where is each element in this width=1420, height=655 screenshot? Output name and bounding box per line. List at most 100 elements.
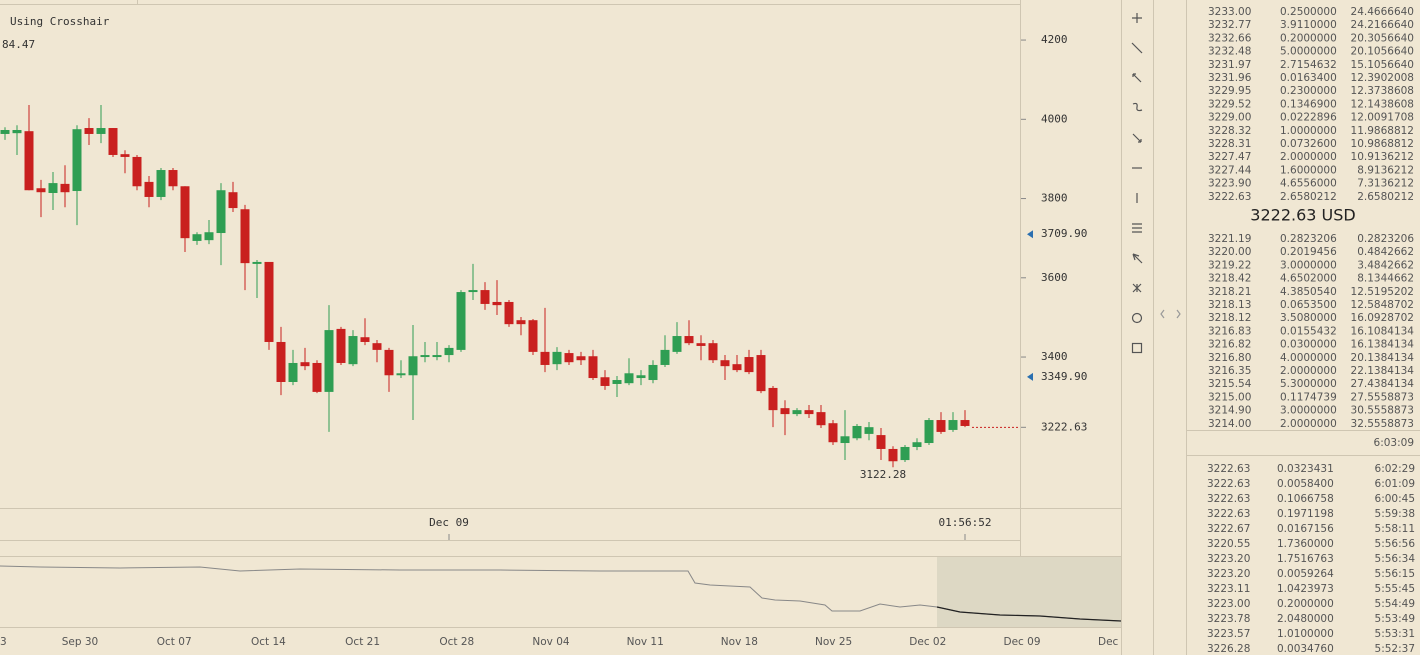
trade-amount: 0.0323431 bbox=[1277, 463, 1334, 475]
bids-total: 3.4842662 bbox=[1357, 259, 1414, 271]
rectangle-tool[interactable] bbox=[1131, 342, 1143, 354]
navigator-line-selected bbox=[936, 606, 1122, 622]
candle-body bbox=[36, 188, 46, 193]
trade-time: 5:53:49 bbox=[1375, 613, 1415, 625]
panel-toggle[interactable] bbox=[1160, 309, 1181, 319]
trade-time: 5:58:11 bbox=[1375, 523, 1415, 535]
candle-body bbox=[936, 420, 946, 432]
candle-body bbox=[660, 349, 670, 365]
asks-amount: 3.9110000 bbox=[1280, 19, 1337, 31]
arrow-tool[interactable] bbox=[1132, 73, 1142, 83]
ray-tool[interactable] bbox=[1132, 133, 1142, 143]
gann-tool[interactable] bbox=[1132, 283, 1142, 293]
bids-price: 3215.00 bbox=[1208, 391, 1251, 403]
candle-body bbox=[948, 420, 958, 430]
candle-body bbox=[300, 362, 310, 367]
asks-amount: 0.0222896 bbox=[1280, 112, 1337, 124]
crosshair-value: 84.47 bbox=[2, 38, 35, 51]
trade-price: 3223.57 bbox=[1207, 628, 1250, 640]
bids-total: 22.1384134 bbox=[1351, 365, 1415, 377]
navigator-label: Sep 30 bbox=[62, 636, 99, 648]
candle-body bbox=[864, 427, 874, 434]
trade-amount: 0.0058400 bbox=[1277, 478, 1334, 490]
bids-amount: 0.1174739 bbox=[1280, 391, 1337, 403]
navigator-label: Nov 11 bbox=[627, 636, 664, 648]
candle-body bbox=[120, 154, 130, 157]
asks-price: 3228.32 bbox=[1208, 125, 1251, 137]
navigator-label: Oct 28 bbox=[439, 636, 474, 648]
asks-total: 10.9868812 bbox=[1351, 138, 1414, 150]
candle-body bbox=[720, 360, 730, 367]
candle-body bbox=[624, 373, 634, 384]
bids-total: 16.1384134 bbox=[1351, 339, 1415, 351]
asks-total: 7.3136212 bbox=[1357, 178, 1414, 190]
asks-total: 15.1056640 bbox=[1351, 59, 1414, 71]
candle-body bbox=[396, 373, 406, 376]
asks-amount: 2.6580212 bbox=[1280, 191, 1337, 203]
bids-amount: 4.0000000 bbox=[1280, 352, 1337, 364]
candle-body bbox=[600, 377, 610, 386]
asks-total: 24.4666640 bbox=[1351, 6, 1414, 18]
candle-body bbox=[756, 355, 766, 392]
bids-amount: 2.0000000 bbox=[1280, 365, 1337, 377]
asks-amount: 0.0163400 bbox=[1280, 72, 1337, 84]
candle-body bbox=[528, 320, 538, 352]
asks-total: 8.9136212 bbox=[1357, 164, 1414, 176]
navigator-window[interactable] bbox=[937, 557, 1121, 627]
y-tick-label: 4000 bbox=[1041, 112, 1068, 125]
navigator-label: Nov 25 bbox=[815, 636, 852, 648]
asks-total: 12.3738608 bbox=[1351, 85, 1414, 97]
candle-body bbox=[60, 183, 70, 193]
asks-price: 3231.96 bbox=[1208, 72, 1252, 84]
candle-body bbox=[924, 420, 934, 444]
bids-price: 3214.90 bbox=[1208, 405, 1251, 417]
candle-body bbox=[696, 343, 706, 346]
low-annotation: 3122.28 bbox=[860, 468, 906, 481]
navigator-label: Oct 21 bbox=[345, 636, 380, 648]
bids-amount: 2.0000000 bbox=[1280, 418, 1337, 430]
asks-amount: 2.7154632 bbox=[1280, 59, 1337, 71]
trade-amount: 0.1971198 bbox=[1277, 508, 1334, 520]
fib-tool[interactable] bbox=[1132, 223, 1142, 233]
candle-body bbox=[0, 130, 10, 134]
trade-amount: 1.0100000 bbox=[1277, 628, 1334, 640]
asks-price: 3228.31 bbox=[1208, 138, 1251, 150]
bids-price: 3218.13 bbox=[1208, 299, 1251, 311]
candle-body bbox=[312, 362, 322, 392]
crosshair-tool[interactable] bbox=[1132, 13, 1142, 23]
candle-body bbox=[684, 336, 694, 344]
bids-price: 3218.42 bbox=[1208, 273, 1251, 285]
bids-amount: 4.6502000 bbox=[1280, 273, 1337, 285]
trade-time: 6:02:29 bbox=[1375, 463, 1415, 475]
time-label: 01:56:52 bbox=[939, 516, 992, 529]
pitchfork-tool[interactable] bbox=[1132, 253, 1143, 264]
asks-price: 3233.00 bbox=[1208, 6, 1251, 18]
trade-price: 3222.63 bbox=[1207, 508, 1250, 520]
bids-total: 8.1344662 bbox=[1357, 273, 1414, 285]
asks-price: 3227.44 bbox=[1208, 164, 1252, 176]
bids-total: 16.0928702 bbox=[1351, 312, 1414, 324]
asks-total: 12.0091708 bbox=[1351, 112, 1414, 124]
bids-price: 3218.21 bbox=[1208, 286, 1251, 298]
trade-price: 3223.78 bbox=[1207, 613, 1250, 625]
candle-body bbox=[516, 320, 526, 325]
curve-tool[interactable] bbox=[1132, 102, 1143, 112]
asks-amount: 1.0000000 bbox=[1280, 125, 1337, 137]
candle-body bbox=[204, 232, 214, 241]
trade-time: 6:00:45 bbox=[1375, 493, 1415, 505]
asks-amount: 2.0000000 bbox=[1280, 151, 1337, 163]
asks-amount: 0.2300000 bbox=[1280, 85, 1337, 97]
trade-price: 3220.55 bbox=[1207, 538, 1250, 550]
circle-tool[interactable] bbox=[1131, 312, 1143, 324]
trade-price: 3223.20 bbox=[1207, 568, 1250, 580]
y-tick-label: 4200 bbox=[1041, 33, 1068, 46]
y-tick-label: 3400 bbox=[1041, 350, 1068, 363]
navigator-label: Oct 14 bbox=[251, 636, 286, 648]
candle-body bbox=[252, 261, 262, 264]
line-tool[interactable] bbox=[1131, 42, 1143, 54]
candle-body bbox=[336, 328, 346, 363]
asks-amount: 5.0000000 bbox=[1280, 46, 1337, 58]
asks-price: 3227.47 bbox=[1208, 151, 1251, 163]
